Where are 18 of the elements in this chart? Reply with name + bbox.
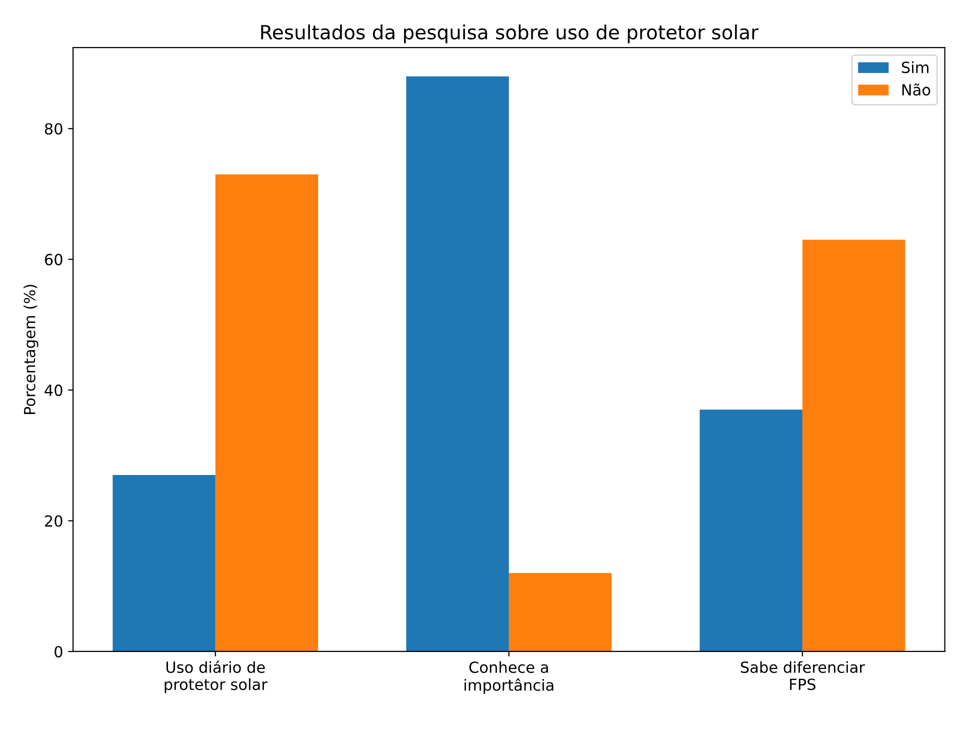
bar [508,573,612,652]
y-axis-title: Porcentagem (%) [24,284,38,414]
legend-label: Sim [902,61,928,74]
bar [802,240,906,652]
y-tick-label: 20 [45,515,62,527]
bar [215,174,318,652]
x-tick-label: Conhece a importância [464,661,554,694]
chart-title: Resultados da pesquisa sobre uso de protetor solar [261,24,759,44]
y-tick-label: 60 [44,254,62,266]
bar [406,76,509,652]
bar [112,475,216,652]
x-tick-label: Sabe diferenciar FPS [740,661,865,690]
y-tick-label: 0 [54,646,62,658]
legend-label: Não [902,83,930,96]
bar [700,410,802,652]
x-tick-label: Uso diário de protetor solar [164,660,268,694]
y-tick-label: 80 [44,123,62,135]
y-tick-label: 40 [44,384,62,396]
